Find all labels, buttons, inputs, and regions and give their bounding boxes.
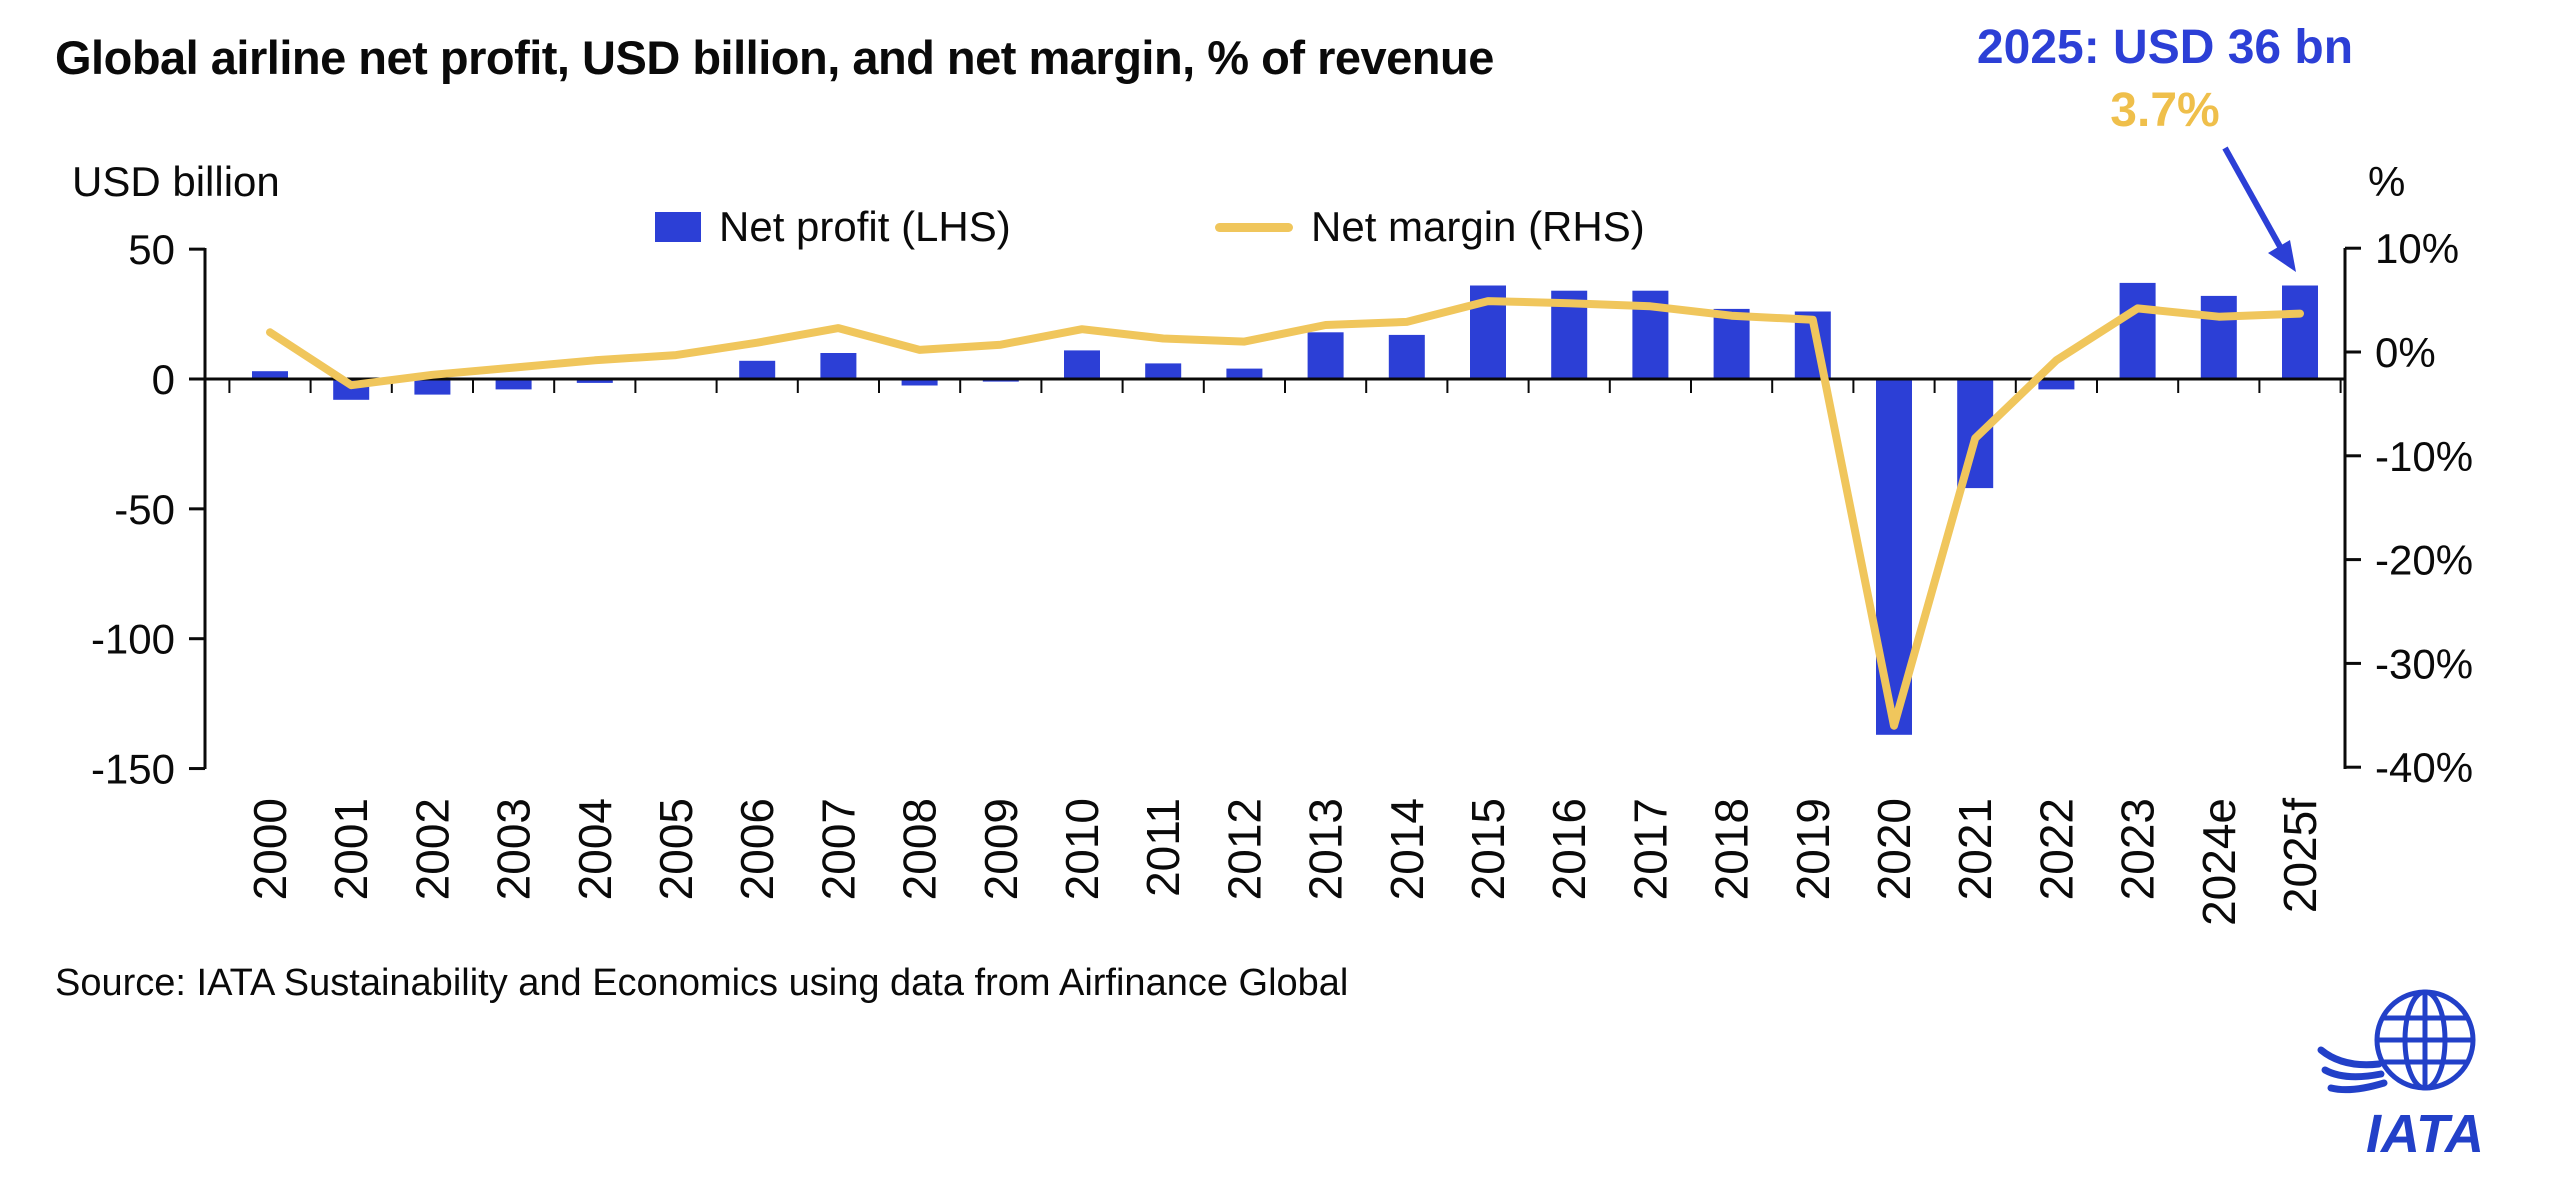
annotation-arrow-shaft: [2222, 146, 2286, 254]
legend-item-net-margin: Net margin (RHS): [1215, 203, 1645, 251]
legend-net-profit-label: Net profit (LHS): [719, 203, 1011, 250]
left-axis-tick-label: 50: [128, 226, 175, 273]
net-profit-bar-2011: [1145, 363, 1182, 379]
x-axis-label-2006: 2006: [731, 798, 783, 900]
x-axis-label-2012: 2012: [1218, 798, 1270, 900]
net-profit-bar-2014: [1388, 334, 1425, 379]
x-axis-label-2025f: 2025f: [2274, 798, 2326, 913]
net-profit-bar-2003: [495, 379, 532, 390]
net-profit-bar-2018: [1713, 308, 1750, 379]
net-profit-swatch-icon: [655, 212, 701, 242]
iata-logo-text: IATA: [2366, 1104, 2484, 1164]
net-margin-swatch-icon: [1215, 222, 1293, 232]
x-axis-label-2009: 2009: [975, 798, 1027, 900]
iata-globe-icon: [2374, 989, 2476, 1091]
forecast-annotation-profit: 2025: USD 36 bn: [1976, 21, 2354, 74]
legend-item-net-profit: Net profit (LHS): [655, 203, 1011, 251]
left-axis-tick-label: 0: [152, 356, 175, 403]
net-profit-bar-2000: [252, 371, 288, 379]
x-axis-label-2007: 2007: [812, 798, 864, 900]
x-axis-label-2017: 2017: [1624, 798, 1676, 900]
x-axis-label-2023: 2023: [2112, 798, 2164, 900]
net-profit-bar-2023: [2119, 282, 2156, 379]
x-axis-label-2021: 2021: [1949, 798, 2001, 900]
net-margin-line: [266, 297, 2304, 730]
right-axis-tick-label: 10%: [2375, 225, 2459, 272]
annotation-arrow-head: [2268, 240, 2296, 272]
x-axis-label-2002: 2002: [406, 798, 458, 900]
left-axis-title: USD billion: [72, 158, 280, 205]
net-profit-bar-2008: [901, 379, 938, 386]
left-axis-tick-label: -150: [91, 746, 175, 793]
x-axis-label-2014: 2014: [1381, 798, 1433, 900]
chart-title: Global airline net profit, USD billion, …: [55, 31, 1494, 84]
net-profit-bar-2013: [1307, 332, 1344, 379]
x-axis-label-2024e: 2024e: [2193, 798, 2245, 926]
x-axis-label-2020: 2020: [1868, 798, 1920, 900]
right-axis-tick-label: -10%: [2375, 433, 2473, 480]
net-profit-bar-2004: [576, 379, 613, 383]
legend-net-margin-label: Net margin (RHS): [1311, 203, 1645, 250]
left-axis-tick-label: -100: [91, 616, 175, 663]
iata-wing-icon: [2317, 1046, 2388, 1094]
x-axis-label-2018: 2018: [1706, 798, 1758, 900]
iata-logo: IATA: [2317, 989, 2484, 1164]
source-note: Source: IATA Sustainability and Economic…: [55, 962, 1349, 1004]
net-profit-bar-2010: [1064, 350, 1100, 379]
net-profit-bar-2024e: [2200, 295, 2237, 379]
x-axis-label-2003: 2003: [488, 798, 540, 900]
x-axis-label-2019: 2019: [1787, 798, 1839, 900]
x-axis-label-2010: 2010: [1056, 798, 1108, 900]
right-axis-tick-label: -30%: [2375, 640, 2473, 687]
net-profit-bar-2022: [2038, 379, 2075, 390]
x-axis-label-2001: 2001: [325, 798, 377, 900]
forecast-annotation: 2025: USD 36 bn 3.7%: [1925, 20, 2405, 138]
x-axis-label-2016: 2016: [1543, 798, 1595, 900]
forecast-annotation-margin: 3.7%: [2110, 84, 2220, 138]
right-axis-tick-label: 0%: [2375, 329, 2436, 376]
right-axis-title: %: [2368, 158, 2406, 205]
x-axis-label-2022: 2022: [2030, 798, 2082, 900]
x-axis-label-2008: 2008: [894, 798, 946, 900]
right-axis-tick-label: -20%: [2375, 537, 2473, 584]
annotation-arrow-icon: [2222, 146, 2296, 272]
net-profit-bar-2007: [820, 353, 857, 379]
x-axis-label-2005: 2005: [650, 798, 702, 900]
left-axis-tick-label: -50: [114, 486, 175, 533]
x-axis-label-2000: 2000: [244, 798, 296, 900]
x-axis-label-2004: 2004: [569, 798, 621, 900]
right-axis-tick-label: -40%: [2375, 744, 2473, 791]
net-profit-bar-2025f: [2282, 285, 2318, 379]
x-axis-label-2015: 2015: [1462, 798, 1514, 900]
x-axis-label-2013: 2013: [1300, 798, 1352, 900]
net-profit-bar-2002: [414, 379, 451, 395]
net-profit-bar-2006: [739, 360, 776, 379]
net-profit-bar-2012: [1226, 368, 1263, 379]
x-axis-label-2011: 2011: [1137, 798, 1189, 897]
